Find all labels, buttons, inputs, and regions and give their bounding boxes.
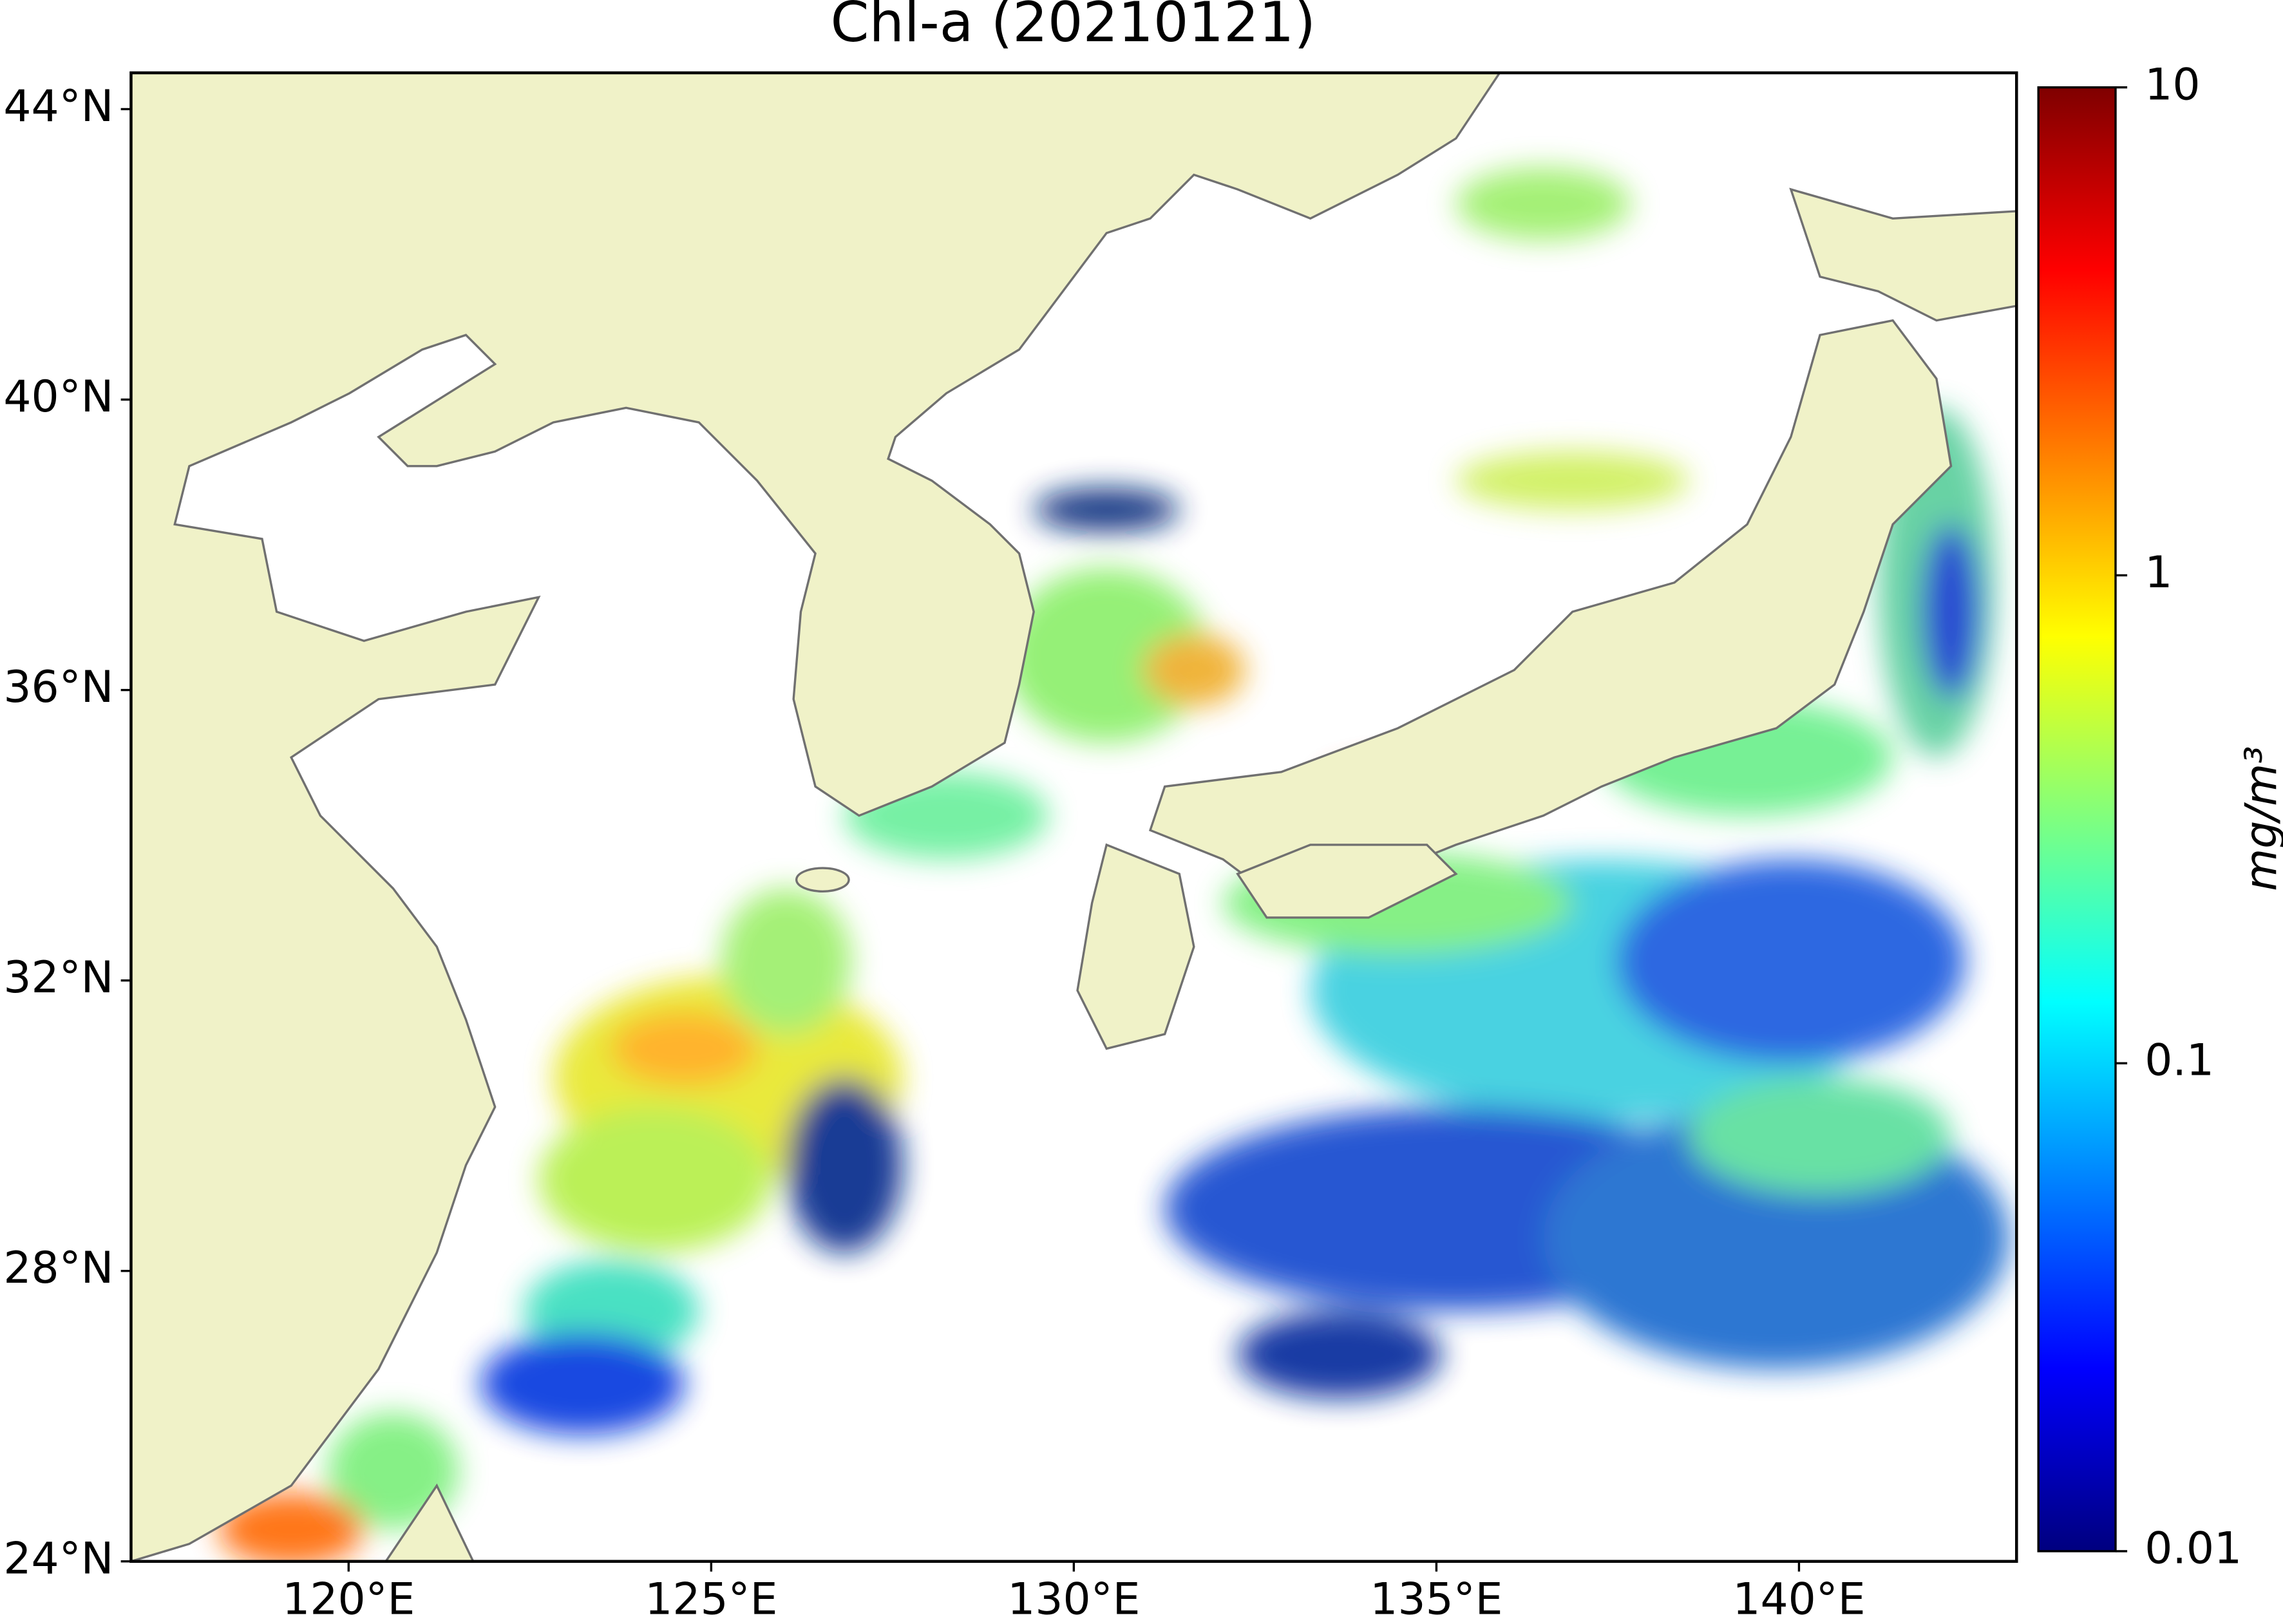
mainland bbox=[131, 73, 1501, 1562]
colorbar-tick-label: 0.01 bbox=[2145, 1522, 2242, 1573]
taiwan bbox=[384, 1483, 475, 1562]
y-tick-label: 32°N bbox=[3, 952, 113, 1003]
chl-field bbox=[218, 167, 2009, 1562]
y-tick-label: 40°N bbox=[3, 371, 113, 422]
shikoku bbox=[1236, 844, 1458, 919]
colorbar-tick-label: 1 bbox=[2145, 547, 2172, 598]
chl-patch bbox=[611, 1012, 757, 1086]
chl-patch bbox=[218, 1493, 365, 1562]
chl-patch bbox=[538, 1107, 772, 1253]
map-area bbox=[131, 73, 2017, 1562]
colorbar bbox=[2037, 86, 2117, 1553]
chl-patch bbox=[1616, 859, 1966, 1064]
chl-patch bbox=[480, 1332, 685, 1435]
y-tick-label: 36°N bbox=[3, 661, 113, 712]
colorbar-tick-label: 10 bbox=[2145, 59, 2200, 109]
chl-patch bbox=[1455, 167, 1631, 241]
chl-patch bbox=[786, 1077, 903, 1253]
jeju bbox=[795, 867, 850, 892]
colorbar-label: mg/m³ bbox=[2235, 746, 2283, 891]
chl-patch bbox=[1142, 633, 1246, 707]
hokkaido bbox=[1789, 187, 2017, 322]
chl-patch bbox=[1689, 1077, 1951, 1194]
kyushu bbox=[1076, 843, 1195, 1050]
chl-patch bbox=[1455, 451, 1689, 510]
y-tick-label: 44°N bbox=[3, 80, 113, 131]
chl-patch bbox=[1034, 487, 1180, 532]
colorbar-tick-label: 0.1 bbox=[2145, 1035, 2214, 1086]
x-tick-label: 125°E bbox=[645, 1574, 777, 1624]
x-tick-label: 140°E bbox=[1732, 1574, 1865, 1624]
chl-patch bbox=[1004, 568, 1209, 743]
chl-patch bbox=[1922, 524, 1980, 699]
map-title: Chl-a (20210121) bbox=[830, 0, 1315, 55]
x-tick-label: 130°E bbox=[1007, 1574, 1140, 1624]
x-tick-label: 120°E bbox=[282, 1574, 415, 1624]
land bbox=[131, 73, 2017, 1562]
chl-patch bbox=[721, 888, 852, 1034]
y-tick-label: 24°N bbox=[3, 1533, 113, 1583]
x-tick-label: 135°E bbox=[1370, 1574, 1502, 1624]
y-tick-label: 28°N bbox=[3, 1242, 113, 1293]
chl-patch bbox=[1237, 1310, 1442, 1399]
